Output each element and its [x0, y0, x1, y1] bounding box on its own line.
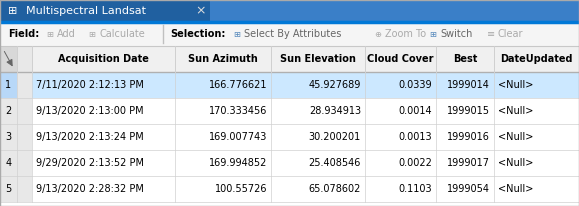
Bar [17, 124, 32, 150]
Text: ⊞: ⊞ [233, 29, 240, 39]
Bar [32, 176, 579, 202]
Text: Select By Attributes: Select By Attributes [244, 29, 342, 39]
Text: ×: × [195, 5, 206, 18]
Text: Sun Elevation: Sun Elevation [280, 54, 356, 64]
Text: 1999014: 1999014 [447, 80, 490, 90]
Text: 0.0339: 0.0339 [398, 80, 432, 90]
Text: <Null>: <Null> [498, 158, 533, 168]
Text: ⊞: ⊞ [429, 29, 436, 39]
Bar [0, 72, 17, 98]
Text: 9/29/2020 2:13:52 PM: 9/29/2020 2:13:52 PM [36, 158, 144, 168]
Text: <Null>: <Null> [498, 80, 533, 90]
Text: 9/13/2020 2:13:00 PM: 9/13/2020 2:13:00 PM [36, 106, 144, 116]
Bar [17, 72, 32, 98]
Text: 0.0014: 0.0014 [398, 106, 432, 116]
Bar [0, 150, 17, 176]
Text: Clear: Clear [498, 29, 523, 39]
Text: 169.007743: 169.007743 [208, 132, 267, 142]
Text: 169.994852: 169.994852 [208, 158, 267, 168]
Text: ⊞: ⊞ [46, 29, 53, 39]
Bar [32, 124, 579, 150]
Text: Calculate: Calculate [99, 29, 145, 39]
Bar [17, 98, 32, 124]
Text: 1999016: 1999016 [447, 132, 490, 142]
Bar [17, 46, 32, 72]
Text: Field:: Field: [8, 29, 39, 39]
Text: 1: 1 [5, 80, 12, 90]
Bar [32, 150, 579, 176]
Text: ⊕: ⊕ [374, 29, 381, 39]
Text: 25.408546: 25.408546 [309, 158, 361, 168]
Text: 1999054: 1999054 [447, 184, 490, 194]
Text: Multispectral Landsat: Multispectral Landsat [26, 6, 146, 16]
Text: 1999015: 1999015 [447, 106, 490, 116]
Bar [0, 176, 17, 202]
Bar [0, 46, 17, 72]
Text: Acquisition Date: Acquisition Date [58, 54, 149, 64]
Text: Switch: Switch [440, 29, 472, 39]
Bar [17, 150, 32, 176]
Text: 28.934913: 28.934913 [309, 106, 361, 116]
Text: ≡: ≡ [487, 29, 495, 39]
Bar [0, 46, 579, 72]
Text: <Null>: <Null> [498, 106, 533, 116]
Text: 5: 5 [5, 184, 12, 194]
Text: 30.200201: 30.200201 [309, 132, 361, 142]
Text: Cloud Cover: Cloud Cover [367, 54, 434, 64]
Text: 9/13/2020 2:13:24 PM: 9/13/2020 2:13:24 PM [36, 132, 144, 142]
Bar [0, 124, 17, 150]
Text: 1999017: 1999017 [447, 158, 490, 168]
Text: 100.55726: 100.55726 [214, 184, 267, 194]
Text: 3: 3 [5, 132, 12, 142]
Text: ⊞: ⊞ [88, 29, 95, 39]
Text: 7/11/2020 2:12:13 PM: 7/11/2020 2:12:13 PM [36, 80, 144, 90]
Text: Sun Azimuth: Sun Azimuth [188, 54, 258, 64]
Text: <Null>: <Null> [498, 184, 533, 194]
Text: 0.1103: 0.1103 [398, 184, 432, 194]
Text: <Null>: <Null> [498, 132, 533, 142]
Text: Selection:: Selection: [170, 29, 225, 39]
Text: Zoom To: Zoom To [385, 29, 426, 39]
Text: Best: Best [453, 54, 477, 64]
Text: 45.927689: 45.927689 [309, 80, 361, 90]
Text: DateUpdated: DateUpdated [500, 54, 573, 64]
Text: 65.078602: 65.078602 [309, 184, 361, 194]
Text: 166.776621: 166.776621 [208, 80, 267, 90]
Text: 0.0013: 0.0013 [398, 132, 432, 142]
Text: 0.0022: 0.0022 [398, 158, 432, 168]
Bar [32, 98, 579, 124]
Bar [17, 176, 32, 202]
Text: 2: 2 [5, 106, 12, 116]
Text: 170.333456: 170.333456 [208, 106, 267, 116]
Text: Add: Add [57, 29, 76, 39]
Bar [0, 0, 210, 22]
Bar [0, 0, 579, 22]
Text: ⊞: ⊞ [8, 6, 17, 16]
Bar [0, 98, 17, 124]
Bar [32, 72, 579, 98]
Bar [0, 22, 579, 46]
Text: 4: 4 [5, 158, 12, 168]
Text: 9/13/2020 2:28:32 PM: 9/13/2020 2:28:32 PM [36, 184, 144, 194]
